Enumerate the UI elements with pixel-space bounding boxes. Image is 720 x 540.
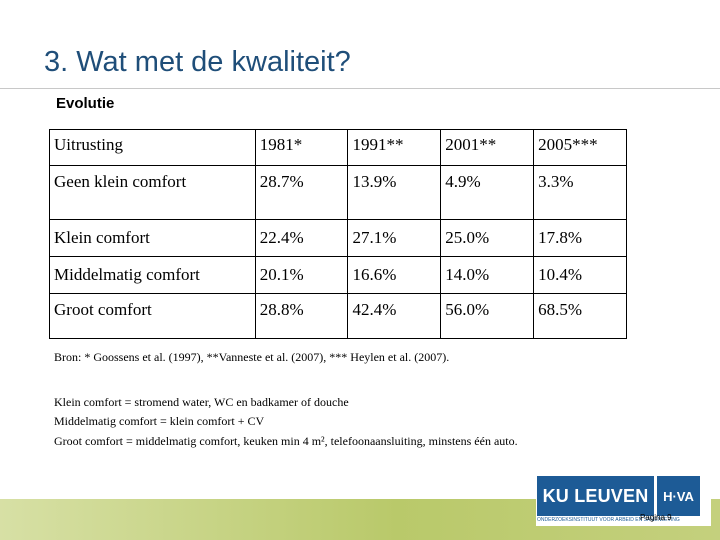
comfort-table: Uitrusting 1981* 1991** 2001** 2005*** G… [49, 129, 627, 339]
header-cell: 1991** [347, 129, 442, 166]
table-row: Klein comfort 22.4% 27.1% 25.0% 17.8% [49, 219, 627, 257]
table-cell: 3.3% [533, 165, 627, 220]
table-row: Geen klein comfort 28.7% 13.9% 4.9% 3.3% [49, 165, 627, 220]
header-cell: Uitrusting [49, 129, 256, 166]
row-label: Middelmatig comfort [49, 256, 256, 294]
table-header-row: Uitrusting 1981* 1991** 2001** 2005*** [49, 129, 627, 166]
table-cell: 28.8% [254, 293, 349, 339]
table-cell: 10.4% [533, 256, 627, 294]
row-label: Geen klein comfort [49, 165, 256, 220]
table-cell: 4.9% [440, 165, 535, 220]
table-cell: 42.4% [347, 293, 442, 339]
table-cell: 25.0% [440, 219, 535, 257]
definition-groot-comfort: Groot comfort = middelmatig comfort, keu… [54, 434, 518, 448]
slide-subtitle: Evolutie [56, 95, 115, 112]
table-cell: 17.8% [533, 219, 627, 257]
table-cell: 16.6% [347, 256, 442, 294]
ku-leuven-logo: KU LEUVEN [537, 476, 654, 516]
header-cell: 2001** [440, 129, 535, 166]
table-cell: 14.0% [440, 256, 535, 294]
hiva-logo: H·VA [657, 476, 700, 516]
table-cell: 56.0% [440, 293, 535, 339]
table-cell: 68.5% [533, 293, 627, 339]
table-cell: 13.9% [347, 165, 442, 220]
table-cell: 28.7% [254, 165, 349, 220]
definition-klein-comfort: Klein comfort = stromend water, WC en ba… [54, 395, 349, 409]
sources-note: Bron: * Goossens et al. (1997), **Vannes… [54, 350, 450, 364]
table-cell: 20.1% [254, 256, 349, 294]
header-cell: 2005*** [533, 129, 627, 166]
table-cell: 27.1% [347, 219, 442, 257]
logo-tagline: ONDERZOEKSINSTITUUT VOOR ARBEID EN SAMEN… [537, 517, 680, 523]
table-row: Middelmatig comfort 20.1% 16.6% 14.0% 10… [49, 256, 627, 294]
row-label: Klein comfort [49, 219, 256, 257]
table-row: Groot comfort 28.8% 42.4% 56.0% 68.5% [49, 293, 627, 339]
row-label: Groot comfort [49, 293, 256, 339]
header-cell: 1981* [254, 129, 349, 166]
table-cell: 22.4% [254, 219, 349, 257]
definition-middelmatig-comfort: Middelmatig comfort = klein comfort + CV [54, 414, 265, 428]
title-divider [0, 88, 720, 89]
page-number: Pagina 9 [640, 513, 672, 522]
slide-title: 3. Wat met de kwaliteit? [44, 46, 351, 78]
